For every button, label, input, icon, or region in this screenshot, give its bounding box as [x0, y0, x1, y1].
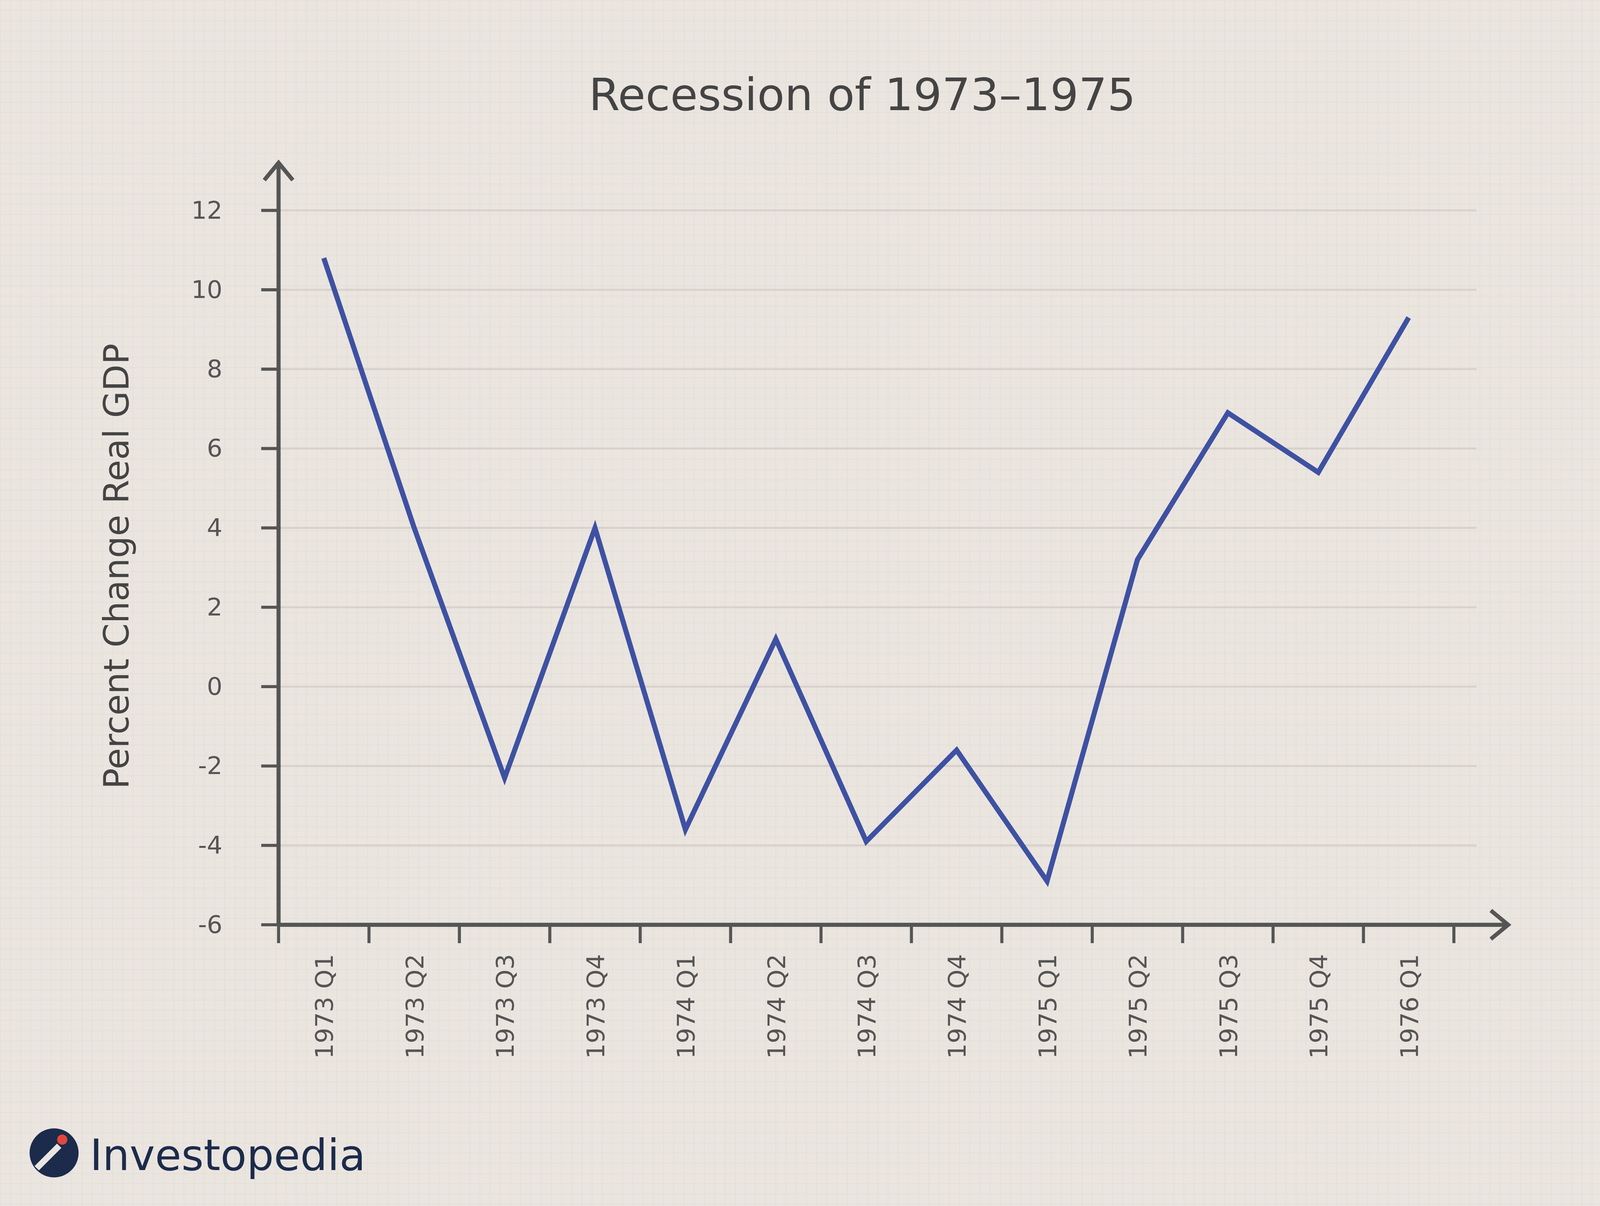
chart-root: Recession of 1973–1975 -6 -4 -2 0 2 4 6 8 10 12 Per…: [0, 0, 1600, 1206]
x-tick-label: 1974 Q1: [671, 954, 701, 1060]
x-band-tick: [367, 925, 371, 944]
x-tick-label: 1974 Q3: [852, 954, 882, 1060]
x-tick-label: 1973 Q4: [581, 954, 611, 1060]
grid-line: [278, 288, 1477, 291]
x-tick-label: 1976 Q1: [1395, 954, 1424, 1060]
x-tick-label: 1973 Q1: [310, 954, 339, 1060]
y-axis: [276, 162, 281, 925]
y-tick: [261, 526, 279, 530]
x-band-tick: [1000, 925, 1004, 944]
x-band-tick: [1271, 925, 1275, 944]
y-tick: [261, 923, 279, 927]
x-band-tick: [638, 925, 642, 944]
x-band-tick: [548, 925, 552, 944]
y-tick: [261, 764, 279, 768]
grid-line: [278, 368, 1477, 371]
y-tick: [261, 288, 279, 292]
y-tick-label: -4: [198, 831, 223, 860]
y-tick: [261, 208, 279, 213]
y-tick-label: 0: [207, 672, 223, 701]
y-tick-label: -2: [198, 751, 223, 781]
x-band-tick: [1090, 925, 1094, 944]
y-tick-label: -6: [198, 910, 223, 940]
chart: Recession of 1973–1975 -6 -4 -2 0 2 4 6 8 10 12 Per…: [0, 0, 1600, 1206]
y-tick: [261, 447, 279, 451]
x-axis-arrow: [1490, 910, 1508, 940]
x-band-tick: [1181, 925, 1185, 944]
y-tick: [261, 844, 279, 848]
x-tick-label: 1974 Q2: [762, 954, 792, 1060]
x-tick-label: 1973 Q2: [400, 954, 430, 1060]
x-band-tick: [457, 925, 461, 944]
x-band-tick: [1452, 925, 1456, 944]
logo-circle: [29, 1128, 79, 1178]
x-band-tick: [909, 925, 913, 944]
source: Investopedia: [89, 1130, 366, 1181]
paper-grid: [0, 0, 1600, 1206]
title: Recession of 1973–1975: [588, 68, 1136, 121]
grid-line: [278, 447, 1477, 450]
x-tick-label: 1973 Q3: [491, 954, 520, 1060]
grid-line: [278, 209, 1477, 212]
y-tick: [261, 685, 279, 689]
logo-dot: [57, 1134, 68, 1145]
x-band-tick: [819, 925, 823, 944]
x-tick-label: 1974 Q4: [942, 954, 972, 1060]
plot-area: [323, 258, 1409, 882]
logo: Investopedia: [29, 1128, 366, 1181]
grid-line: [278, 685, 1477, 688]
x-tick-label: 1975 Q4: [1304, 954, 1334, 1060]
grid-line: [278, 844, 1477, 847]
grid-line: [278, 606, 1477, 609]
y-tick-label: 8: [207, 354, 223, 384]
grid-line: [278, 765, 1477, 768]
y-axis-label: Percent Change Real GDP: [96, 343, 137, 790]
y-tick: [261, 367, 279, 371]
x-band-tick: [728, 925, 733, 944]
background: [0, 0, 1600, 1206]
y-axis-arrow: [264, 162, 293, 181]
y-tick: [261, 605, 279, 609]
x-band-tick: [276, 925, 281, 944]
y-tick-label: 10: [191, 275, 223, 304]
y-tick-label: 2: [207, 592, 223, 622]
y-tick-label: 4: [207, 513, 223, 543]
x-tick-label: 1975 Q3: [1214, 954, 1243, 1060]
grid-line: [278, 526, 1477, 529]
data-line: [323, 258, 1409, 882]
logo-mark: [36, 1146, 59, 1169]
x-band-tick: [1362, 925, 1366, 944]
x-axis: [278, 923, 1509, 927]
y-tick-label: 6: [207, 433, 223, 463]
x-tick-label: 1975 Q1: [1033, 954, 1063, 1060]
x-tick-label: 1975 Q2: [1123, 954, 1153, 1060]
y-tick-label: 12: [191, 196, 223, 225]
